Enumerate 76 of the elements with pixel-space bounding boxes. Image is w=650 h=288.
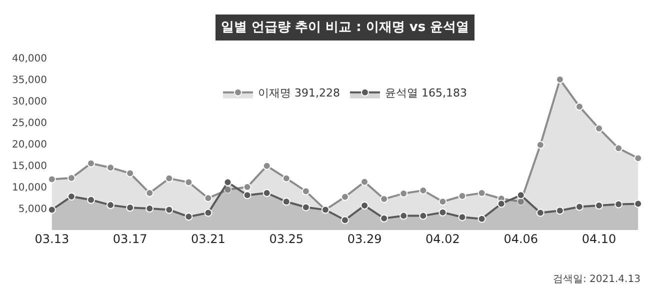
- point: [341, 192, 349, 201]
- point: [575, 202, 584, 211]
- point: [595, 201, 604, 210]
- point: [458, 192, 466, 200]
- point: [146, 204, 154, 212]
- point: [516, 191, 525, 200]
- point: [536, 140, 544, 149]
- point: [634, 200, 642, 208]
- point: [282, 198, 290, 206]
- point: [146, 189, 154, 198]
- point: [302, 203, 310, 212]
- point: [204, 208, 212, 217]
- point: [556, 206, 564, 215]
- point: [165, 174, 174, 182]
- x-tick-label: 04.10: [582, 232, 616, 246]
- y-tick-label: 15,000: [12, 161, 47, 172]
- x-tick-label: 03.25: [269, 232, 304, 246]
- point: [536, 208, 544, 217]
- point: [341, 216, 349, 224]
- point: [243, 191, 252, 200]
- point: [86, 159, 95, 168]
- x-tick-label: 03.21: [191, 232, 226, 246]
- x-tick-label: 03.29: [347, 232, 382, 246]
- point: [262, 162, 271, 170]
- text: 검색일: 2021.4.13: [553, 274, 640, 285]
- point: [126, 204, 134, 212]
- point: [516, 198, 525, 206]
- point: [478, 214, 486, 223]
- point: [478, 189, 486, 198]
- point: [458, 213, 466, 222]
- x-tick-label: 04.06: [504, 232, 538, 246]
- point: [634, 154, 642, 162]
- point: [438, 208, 447, 216]
- point: [360, 201, 369, 210]
- point: [614, 200, 623, 208]
- x-tick-label: 03.13: [34, 232, 70, 246]
- point: [262, 189, 271, 198]
- x-tick-label: 03.17: [112, 232, 148, 246]
- point: [224, 186, 232, 194]
- point: [48, 175, 56, 184]
- point: [126, 169, 134, 178]
- point: [360, 178, 369, 186]
- point: [282, 174, 290, 182]
- point: [204, 194, 212, 202]
- point: [48, 206, 56, 214]
- point: [106, 201, 115, 210]
- point: [224, 178, 232, 186]
- point: [380, 195, 388, 204]
- y-tick-label: 35,000: [12, 75, 47, 86]
- point: [400, 212, 408, 220]
- point: [106, 164, 115, 172]
- point: [67, 174, 76, 182]
- point: [497, 200, 506, 208]
- y-tick-label: 20,000: [12, 140, 47, 150]
- y-tick-label: 30,000: [12, 96, 47, 108]
- point: [184, 212, 193, 221]
- y-tick-label: 5,000: [18, 204, 47, 215]
- x-tick-label: 04.02: [426, 232, 460, 246]
- chart-title: 일별 언급량 추이 비교 : 이재명 vs 윤석열: [221, 20, 470, 35]
- legend-label: 윤석열 165,183: [384, 86, 467, 100]
- point: [595, 124, 604, 133]
- point: [380, 214, 388, 222]
- point: [86, 196, 95, 204]
- point: [438, 198, 447, 206]
- point: [165, 206, 174, 214]
- point: [575, 102, 584, 111]
- legend-label: 이재명 391,228: [258, 86, 340, 100]
- point: [184, 178, 193, 186]
- y-tick-label: 25,000: [12, 118, 47, 129]
- point: [243, 183, 252, 191]
- y-tick-label: 10,000: [12, 182, 47, 194]
- point: [302, 187, 310, 196]
- y-tick-label: 40,000: [12, 54, 47, 64]
- point: [614, 144, 623, 152]
- point: [67, 192, 76, 200]
- point: [419, 212, 428, 220]
